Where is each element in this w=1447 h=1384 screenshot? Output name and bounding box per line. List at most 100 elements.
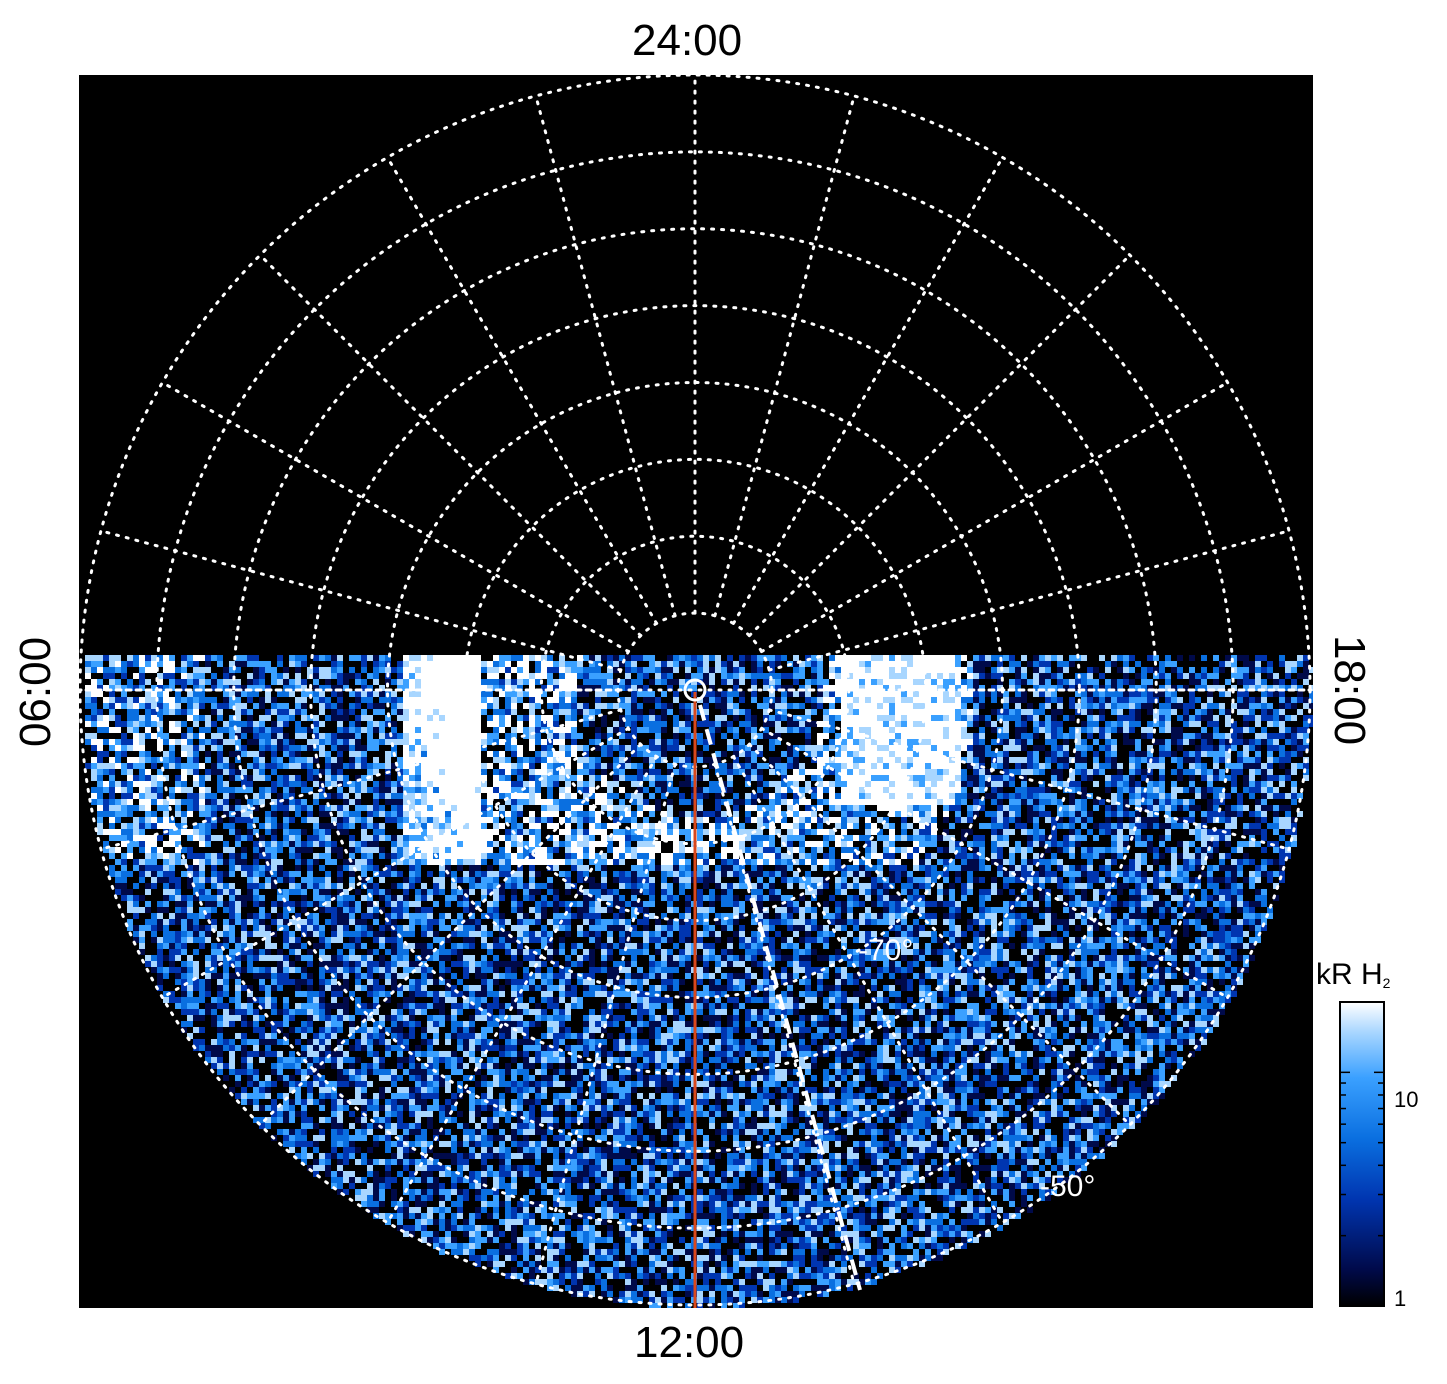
emission-cell [655,727,661,733]
emission-cell [1237,661,1243,667]
emission-cell [1117,739,1123,745]
emission-cell [637,799,643,805]
emission-cell [127,667,133,673]
emission-cell [511,673,517,679]
emission-cell [433,679,439,685]
emission-cell [529,715,535,721]
emission-cell [181,787,187,793]
emission-cell [277,721,283,727]
emission-cell [1213,781,1219,787]
emission-cell [535,763,541,769]
emission-cell [649,769,655,775]
emission-cell [109,793,115,799]
emission-cell [1033,655,1039,661]
emission-cell [301,691,307,697]
emission-cell [655,763,661,769]
emission-cell [883,715,889,721]
emission-cell [1129,703,1135,709]
emission-cell [739,793,745,799]
emission-cell [583,709,589,715]
emission-cell [505,763,511,769]
emission-cell [967,727,973,733]
emission-cell [289,757,295,763]
emission-cell [361,763,367,769]
emission-cell [943,661,949,667]
emission-cell [319,679,325,685]
emission-cell [871,781,877,787]
emission-cell [1219,763,1225,769]
emission-cell [799,727,805,733]
emission-cell [205,733,211,739]
emission-cell [559,661,565,667]
emission-cell [931,739,937,745]
emission-cell [457,775,463,781]
emission-cell [529,667,535,673]
emission-cell [511,757,517,763]
emission-cell [97,673,103,679]
emission-cell [1117,793,1123,799]
emission-cell [991,715,997,721]
emission-cell [1087,709,1093,715]
emission-cell [673,751,679,757]
emission-cell [223,703,229,709]
emission-cell [439,799,445,805]
emission-cell [1225,763,1231,769]
emission-cell [445,769,451,775]
emission-cell [1243,703,1249,709]
emission-cell [361,661,367,667]
emission-cell [511,709,517,715]
emission-cell [1045,751,1051,757]
emission-cell [133,697,139,703]
emission-cell [907,751,913,757]
emission-cell [541,733,547,739]
emission-cell [1219,703,1225,709]
emission-cell [223,691,229,697]
emission-cell [91,757,97,763]
emission-cell [715,787,721,793]
emission-cell [433,691,439,697]
emission-cell [1081,667,1087,673]
emission-cell [349,745,355,751]
emission-cell [817,739,823,745]
emission-cell [763,763,769,769]
emission-cell [919,703,925,709]
emission-cell [709,667,715,673]
emission-cell [1207,655,1213,661]
emission-cell [547,793,553,799]
emission-cell [883,697,889,703]
emission-cell [1105,763,1111,769]
emission-cell [517,757,523,763]
emission-cell [217,787,223,793]
emission-cell [1093,769,1099,775]
emission-cell [343,691,349,697]
emission-cell [139,709,145,715]
emission-cell [1195,655,1201,661]
emission-cell [361,727,367,733]
emission-cell [1261,781,1267,787]
emission-cell [1117,697,1123,703]
emission-cell [505,733,511,739]
emission-cell [151,775,157,781]
emission-cell [901,775,907,781]
emission-cell [439,763,445,769]
emission-cell [469,661,475,667]
emission-cell [451,769,457,775]
emission-cell [1261,715,1267,721]
emission-cell [523,691,529,697]
emission-cell [895,763,901,769]
emission-cell [1105,787,1111,793]
emission-cell [775,757,781,763]
emission-cell [1219,661,1225,667]
emission-cell [505,745,511,751]
emission-cell [1195,775,1201,781]
emission-cell [457,703,463,709]
emission-cell [961,775,967,781]
emission-cell [223,679,229,685]
emission-cell [889,709,895,715]
emission-cell [313,721,319,727]
emission-cell [889,769,895,775]
emission-cell [481,697,487,703]
emission-cell [277,661,283,667]
emission-cell [697,769,703,775]
emission-cell [673,703,679,709]
